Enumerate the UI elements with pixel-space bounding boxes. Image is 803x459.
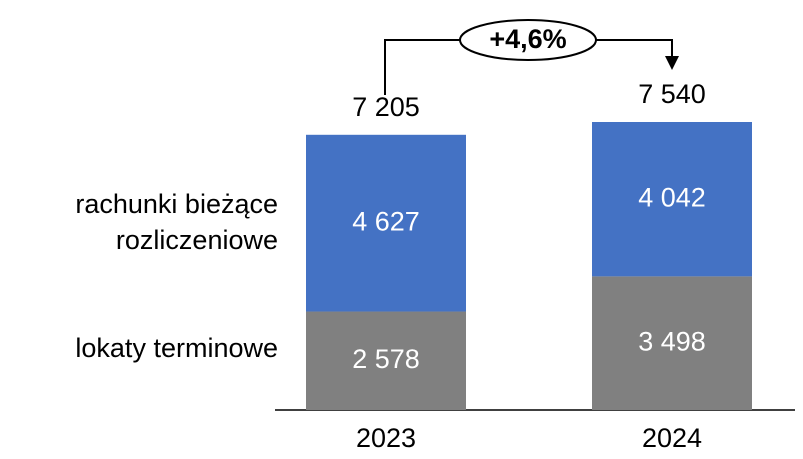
- bar-segment: [306, 311, 466, 410]
- x-tick-label: 2024: [642, 423, 702, 453]
- total-label: 7 205: [352, 92, 420, 122]
- x-tick-label: 2023: [356, 423, 416, 453]
- bar-segment: [306, 134, 466, 312]
- value-label: 4 042: [638, 182, 706, 212]
- value-label: 2 578: [352, 344, 420, 374]
- legend-label: rachunki bieżące rozliczeniowe: [75, 189, 278, 255]
- annotation: +4,6%: [489, 24, 566, 54]
- legend-label: lokaty terminowe: [75, 333, 278, 363]
- arrow-head: [665, 56, 679, 70]
- bracket-left: [384, 39, 460, 95]
- value-label: 3 498: [638, 326, 706, 356]
- value-label: 4 627: [352, 206, 420, 236]
- total-label: 7 540: [638, 79, 706, 109]
- annotation-ellipse: [459, 19, 597, 61]
- bar-segment: [592, 276, 752, 410]
- bar-segment: [592, 122, 752, 277]
- bracket-right: [596, 39, 673, 58]
